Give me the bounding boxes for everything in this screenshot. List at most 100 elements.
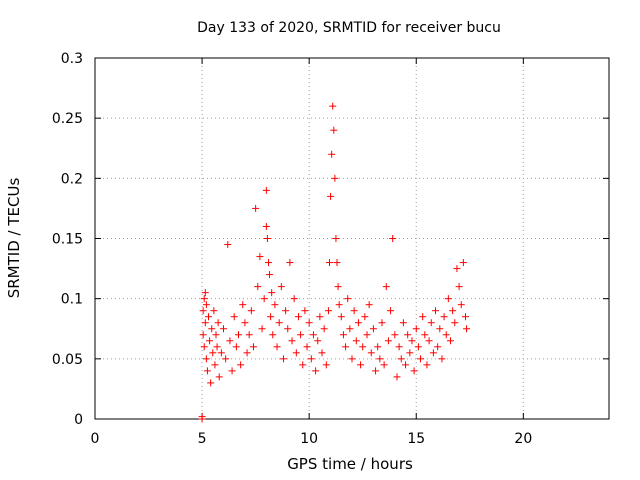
x-tick-label: 15 <box>407 431 425 447</box>
data-point <box>451 319 459 327</box>
data-point <box>369 325 377 333</box>
data-points <box>198 102 471 423</box>
x-tick-label: 10 <box>300 431 318 447</box>
data-point <box>434 343 442 351</box>
data-point <box>417 355 425 363</box>
data-point <box>292 349 300 357</box>
data-point <box>391 331 399 339</box>
data-point <box>421 331 429 339</box>
data-point <box>288 337 296 345</box>
data-point <box>374 343 382 351</box>
data-point <box>393 373 401 381</box>
data-point <box>262 186 270 194</box>
data-point <box>442 331 450 339</box>
data-point <box>463 325 471 333</box>
data-point <box>335 301 343 309</box>
data-point <box>260 295 268 303</box>
data-point <box>457 301 465 309</box>
data-point <box>215 373 223 381</box>
x-tick-label: 20 <box>514 431 532 447</box>
data-point <box>203 367 211 375</box>
data-point <box>406 349 414 357</box>
data-point <box>419 313 427 321</box>
data-point <box>314 337 322 345</box>
data-point <box>387 307 395 315</box>
data-point <box>307 355 315 363</box>
data-point <box>309 331 317 339</box>
data-point <box>220 325 227 333</box>
data-point <box>449 307 457 315</box>
data-point <box>376 355 384 363</box>
data-point <box>277 283 285 291</box>
data-point <box>213 343 221 351</box>
data-point <box>279 355 287 363</box>
data-point <box>210 307 218 315</box>
data-point <box>224 241 232 249</box>
data-point <box>361 313 369 321</box>
data-point <box>395 343 403 351</box>
data-point <box>202 301 210 309</box>
data-point <box>432 307 440 315</box>
data-point <box>414 343 422 351</box>
data-point <box>237 361 245 369</box>
data-point <box>382 283 390 291</box>
data-point <box>328 150 336 158</box>
data-point <box>275 319 283 327</box>
data-point <box>282 307 290 315</box>
data-point <box>205 313 213 321</box>
data-point <box>312 367 320 375</box>
grid-lines <box>95 58 609 419</box>
data-point <box>267 313 275 321</box>
data-point <box>200 295 208 303</box>
data-point <box>337 313 345 321</box>
data-point <box>367 349 375 357</box>
y-tick-labels: 0 0.05 0.1 0.15 0.2 0.25 0.3 <box>52 51 83 428</box>
data-point <box>200 343 208 351</box>
data-point <box>339 331 347 339</box>
data-point <box>264 259 272 267</box>
data-point <box>199 307 207 315</box>
data-point <box>273 343 281 351</box>
y-tick-label: 0.05 <box>52 352 83 368</box>
data-point <box>202 355 210 363</box>
data-point <box>330 126 338 134</box>
data-point <box>384 337 392 345</box>
data-point <box>228 367 236 375</box>
data-point <box>269 331 277 339</box>
data-point <box>331 174 339 182</box>
data-point <box>206 337 214 345</box>
data-point <box>230 313 238 321</box>
data-point <box>402 361 410 369</box>
data-point <box>252 204 260 212</box>
data-point <box>226 337 234 345</box>
data-point <box>286 259 294 267</box>
x-tick-label: 0 <box>91 431 100 447</box>
data-point <box>342 343 350 351</box>
data-point <box>247 307 255 315</box>
data-point <box>438 355 446 363</box>
data-point <box>389 235 397 242</box>
data-point <box>249 343 257 351</box>
data-point <box>239 301 247 309</box>
data-point <box>329 102 337 110</box>
data-point <box>412 325 420 333</box>
data-point <box>198 413 206 421</box>
x-axis-label: GPS time / hours <box>287 455 413 473</box>
data-point <box>201 319 209 327</box>
data-point <box>297 331 305 339</box>
data-point <box>453 265 461 273</box>
data-point <box>359 343 367 351</box>
data-point <box>256 253 264 261</box>
y-tick-label: 0.1 <box>61 292 83 308</box>
data-point <box>346 325 354 333</box>
data-point <box>378 319 386 327</box>
data-point <box>211 361 219 369</box>
data-point <box>334 283 342 291</box>
data-point <box>262 222 270 230</box>
data-point <box>423 361 431 369</box>
data-point <box>332 235 340 242</box>
data-point <box>201 289 209 297</box>
data-point <box>436 325 444 333</box>
data-point <box>425 337 433 345</box>
